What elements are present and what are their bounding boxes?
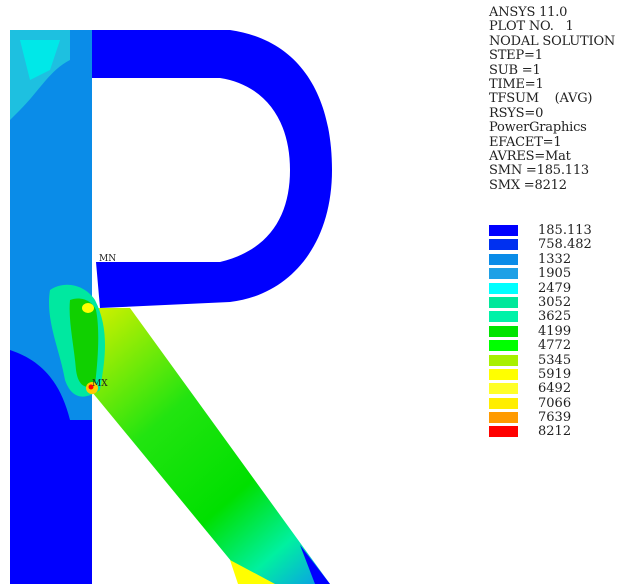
info-line: AVRES=Mat: [489, 149, 571, 165]
legend-value: 2479: [538, 280, 572, 296]
junction-core: [69, 298, 99, 387]
legend-swatch: [489, 383, 518, 395]
legend-swatch: [489, 368, 518, 380]
legend-swatch: [489, 296, 518, 308]
legend-value: 1332: [538, 251, 572, 267]
legend-swatch: [489, 397, 518, 409]
plot-info-block: ANSYS 11.0 PLOT NO. 1 NODAL SOLUTION STEP=1…: [489, 5, 616, 193]
legend-value: 8212: [538, 424, 572, 440]
info-line: RSYS=0: [489, 105, 544, 121]
info-line: NODAL SOLUTION: [489, 33, 616, 49]
legend-value: 4772: [538, 338, 572, 354]
info-line: TIME=1: [489, 77, 544, 93]
legend-value: 5345: [538, 352, 572, 368]
legend-value: 3625: [538, 309, 572, 325]
info-line: ANSYS 11.0: [489, 5, 568, 20]
stem-top-cyan: [20, 40, 60, 80]
stem-low-zone: [10, 350, 92, 584]
legend-swatch: [489, 268, 518, 280]
legend-value: 5919: [538, 366, 572, 382]
legend-swatch: [489, 354, 518, 366]
r-leg: [92, 308, 330, 584]
legend-swatch: [489, 311, 518, 323]
hotspot-lower-peak: [88, 384, 94, 390]
legend-value: 185.113: [538, 223, 592, 238]
legend-swatch: [489, 282, 518, 294]
info-line: PowerGraphics: [489, 120, 587, 136]
legend-value: 7639: [538, 410, 572, 426]
hotspot-upper: [82, 303, 94, 313]
min-marker-label: MN: [99, 254, 116, 264]
legend-value: 3052: [538, 294, 572, 310]
legend-swatch: [489, 412, 518, 424]
legend-swatch: [489, 340, 518, 352]
info-line: SMN =185.113: [489, 163, 589, 179]
max-marker-label: MX: [92, 379, 108, 389]
legend-value: 7066: [538, 395, 572, 411]
legend-swatch: [489, 253, 518, 265]
legend-value: 4199: [538, 323, 572, 339]
info-line: TFSUM (AVG): [489, 91, 593, 107]
legend-value: 758.482: [538, 237, 592, 253]
info-line: SMX =8212: [489, 177, 567, 193]
info-line: EFACET=1: [489, 134, 562, 150]
legend-swatch: [489, 325, 518, 337]
legend-value: 1905: [538, 266, 572, 282]
leg-blue-edge: [300, 545, 330, 584]
info-line: PLOT NO. 1: [489, 19, 574, 35]
info-line: SUB =1: [489, 62, 541, 78]
legend-value: 6492: [538, 381, 572, 397]
leg-bottom-hot: [230, 560, 275, 584]
legend-swatch: [489, 239, 518, 251]
info-line: STEP=1: [489, 48, 543, 64]
legend-swatch: [489, 426, 518, 438]
legend-swatch: [489, 225, 518, 236]
